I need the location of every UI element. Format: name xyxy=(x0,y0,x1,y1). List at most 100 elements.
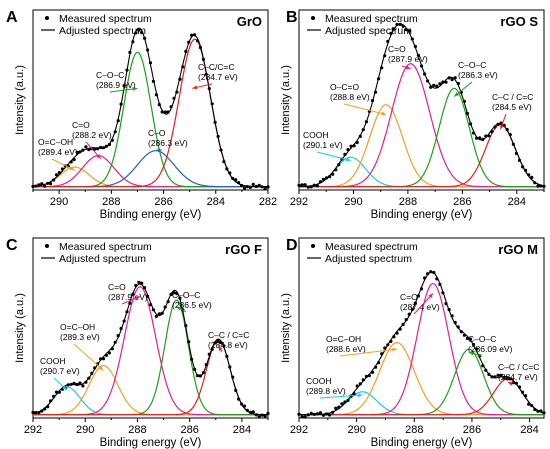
measured-point xyxy=(190,33,194,37)
x-axis-label: Binding energy (eV) xyxy=(371,209,473,221)
measured-point xyxy=(207,352,211,356)
measured-point xyxy=(257,183,261,187)
measured-point xyxy=(355,384,359,388)
peak-energy: (284.8 eV) xyxy=(208,340,248,350)
x-tick-label: 290 xyxy=(347,424,365,436)
measured-point xyxy=(187,40,191,44)
measured-point xyxy=(325,412,329,416)
peak-arrow-head xyxy=(500,124,504,130)
measured-point xyxy=(178,77,182,81)
measured-point xyxy=(438,82,442,86)
measured-point xyxy=(52,178,56,182)
measured-point xyxy=(99,357,103,361)
measured-point xyxy=(242,186,247,190)
peak-arrow-head xyxy=(135,296,141,301)
measured-point xyxy=(453,320,457,325)
measured-point xyxy=(453,76,457,80)
measured-point xyxy=(113,340,117,344)
measured-point xyxy=(54,390,59,394)
peak-arrow xyxy=(73,343,104,371)
peak-arrow-head xyxy=(69,166,75,171)
measured-point xyxy=(438,282,442,286)
peak-arrow xyxy=(413,293,434,315)
measured-point xyxy=(201,371,205,375)
measured-point xyxy=(328,175,332,179)
measured-point xyxy=(450,314,454,318)
measured-point xyxy=(386,343,390,347)
measured-point xyxy=(116,119,120,123)
x-tick-label: 282 xyxy=(259,196,277,208)
measured-point xyxy=(134,283,138,288)
panel-b: 292 290 288 286 284 Binding energy (eV) Intens… xyxy=(280,9,546,221)
measured-point xyxy=(383,54,387,58)
measured-point xyxy=(46,181,50,185)
peak-label: C=O xyxy=(388,44,406,54)
measured-point xyxy=(487,372,491,376)
measured-point xyxy=(499,373,503,377)
measured-point xyxy=(410,37,414,41)
peak-arrow-head xyxy=(176,306,182,311)
measured-point xyxy=(101,146,106,150)
measured-point xyxy=(423,276,427,280)
measured-point xyxy=(31,184,35,188)
measured-point xyxy=(110,347,114,351)
measured-point xyxy=(374,365,378,369)
measured-point xyxy=(514,151,519,155)
peak-energy: (286.9 eV) xyxy=(96,80,136,90)
measured-point xyxy=(72,158,76,162)
measured-point xyxy=(66,383,70,387)
measured-point xyxy=(116,334,120,338)
x-tick-label: 288 xyxy=(405,424,423,436)
measured-point xyxy=(260,413,264,417)
measured-point xyxy=(169,105,173,109)
measured-point xyxy=(34,410,38,415)
plot-frame xyxy=(32,237,269,419)
measured-point xyxy=(459,330,463,334)
peak-arrow-head xyxy=(155,148,161,153)
plot-frame xyxy=(298,237,545,419)
measured-point xyxy=(231,375,235,379)
measured-point xyxy=(490,130,494,134)
measured-point xyxy=(472,131,476,135)
measured-point xyxy=(60,167,64,171)
measured-point xyxy=(219,341,223,345)
peak-energy: (286.3 eV) xyxy=(458,70,498,80)
measured-point xyxy=(84,145,88,149)
x-tick-label: 284 xyxy=(233,424,251,436)
legend-label-adjusted: Adjusted spectrum xyxy=(325,253,412,265)
measured-point xyxy=(484,134,488,138)
measured-point xyxy=(49,399,53,403)
measured-point xyxy=(40,182,44,186)
measured-point xyxy=(87,148,91,152)
measured-point xyxy=(213,341,217,345)
measured-point xyxy=(312,183,316,187)
peak-energy: (289.3 eV) xyxy=(60,332,100,342)
peak-label: C–C / C=C xyxy=(492,92,533,102)
measured-point xyxy=(216,339,220,344)
measured-point xyxy=(530,175,534,179)
measured-point xyxy=(401,322,405,326)
measured-point xyxy=(441,291,445,295)
x-tick-label: 290 xyxy=(344,196,362,208)
panel-letter: B xyxy=(286,9,298,26)
measured-point xyxy=(222,160,226,164)
measured-point xyxy=(315,184,319,188)
measured-point xyxy=(78,381,82,385)
measured-point xyxy=(395,331,399,335)
measured-point xyxy=(160,311,164,315)
panel-letter: A xyxy=(6,9,18,26)
peak-arrow xyxy=(343,103,387,116)
measured-point xyxy=(187,340,191,344)
measured-point xyxy=(245,408,249,412)
peak-label: C–O xyxy=(148,128,166,138)
measured-point xyxy=(75,382,79,387)
measured-point xyxy=(195,374,200,378)
measured-point xyxy=(122,319,126,323)
measured-point xyxy=(140,281,144,285)
measured-point xyxy=(228,171,232,175)
plot-frame xyxy=(32,9,269,191)
measured-point xyxy=(539,409,543,413)
measured-point xyxy=(201,57,205,62)
measured-point xyxy=(266,411,270,416)
